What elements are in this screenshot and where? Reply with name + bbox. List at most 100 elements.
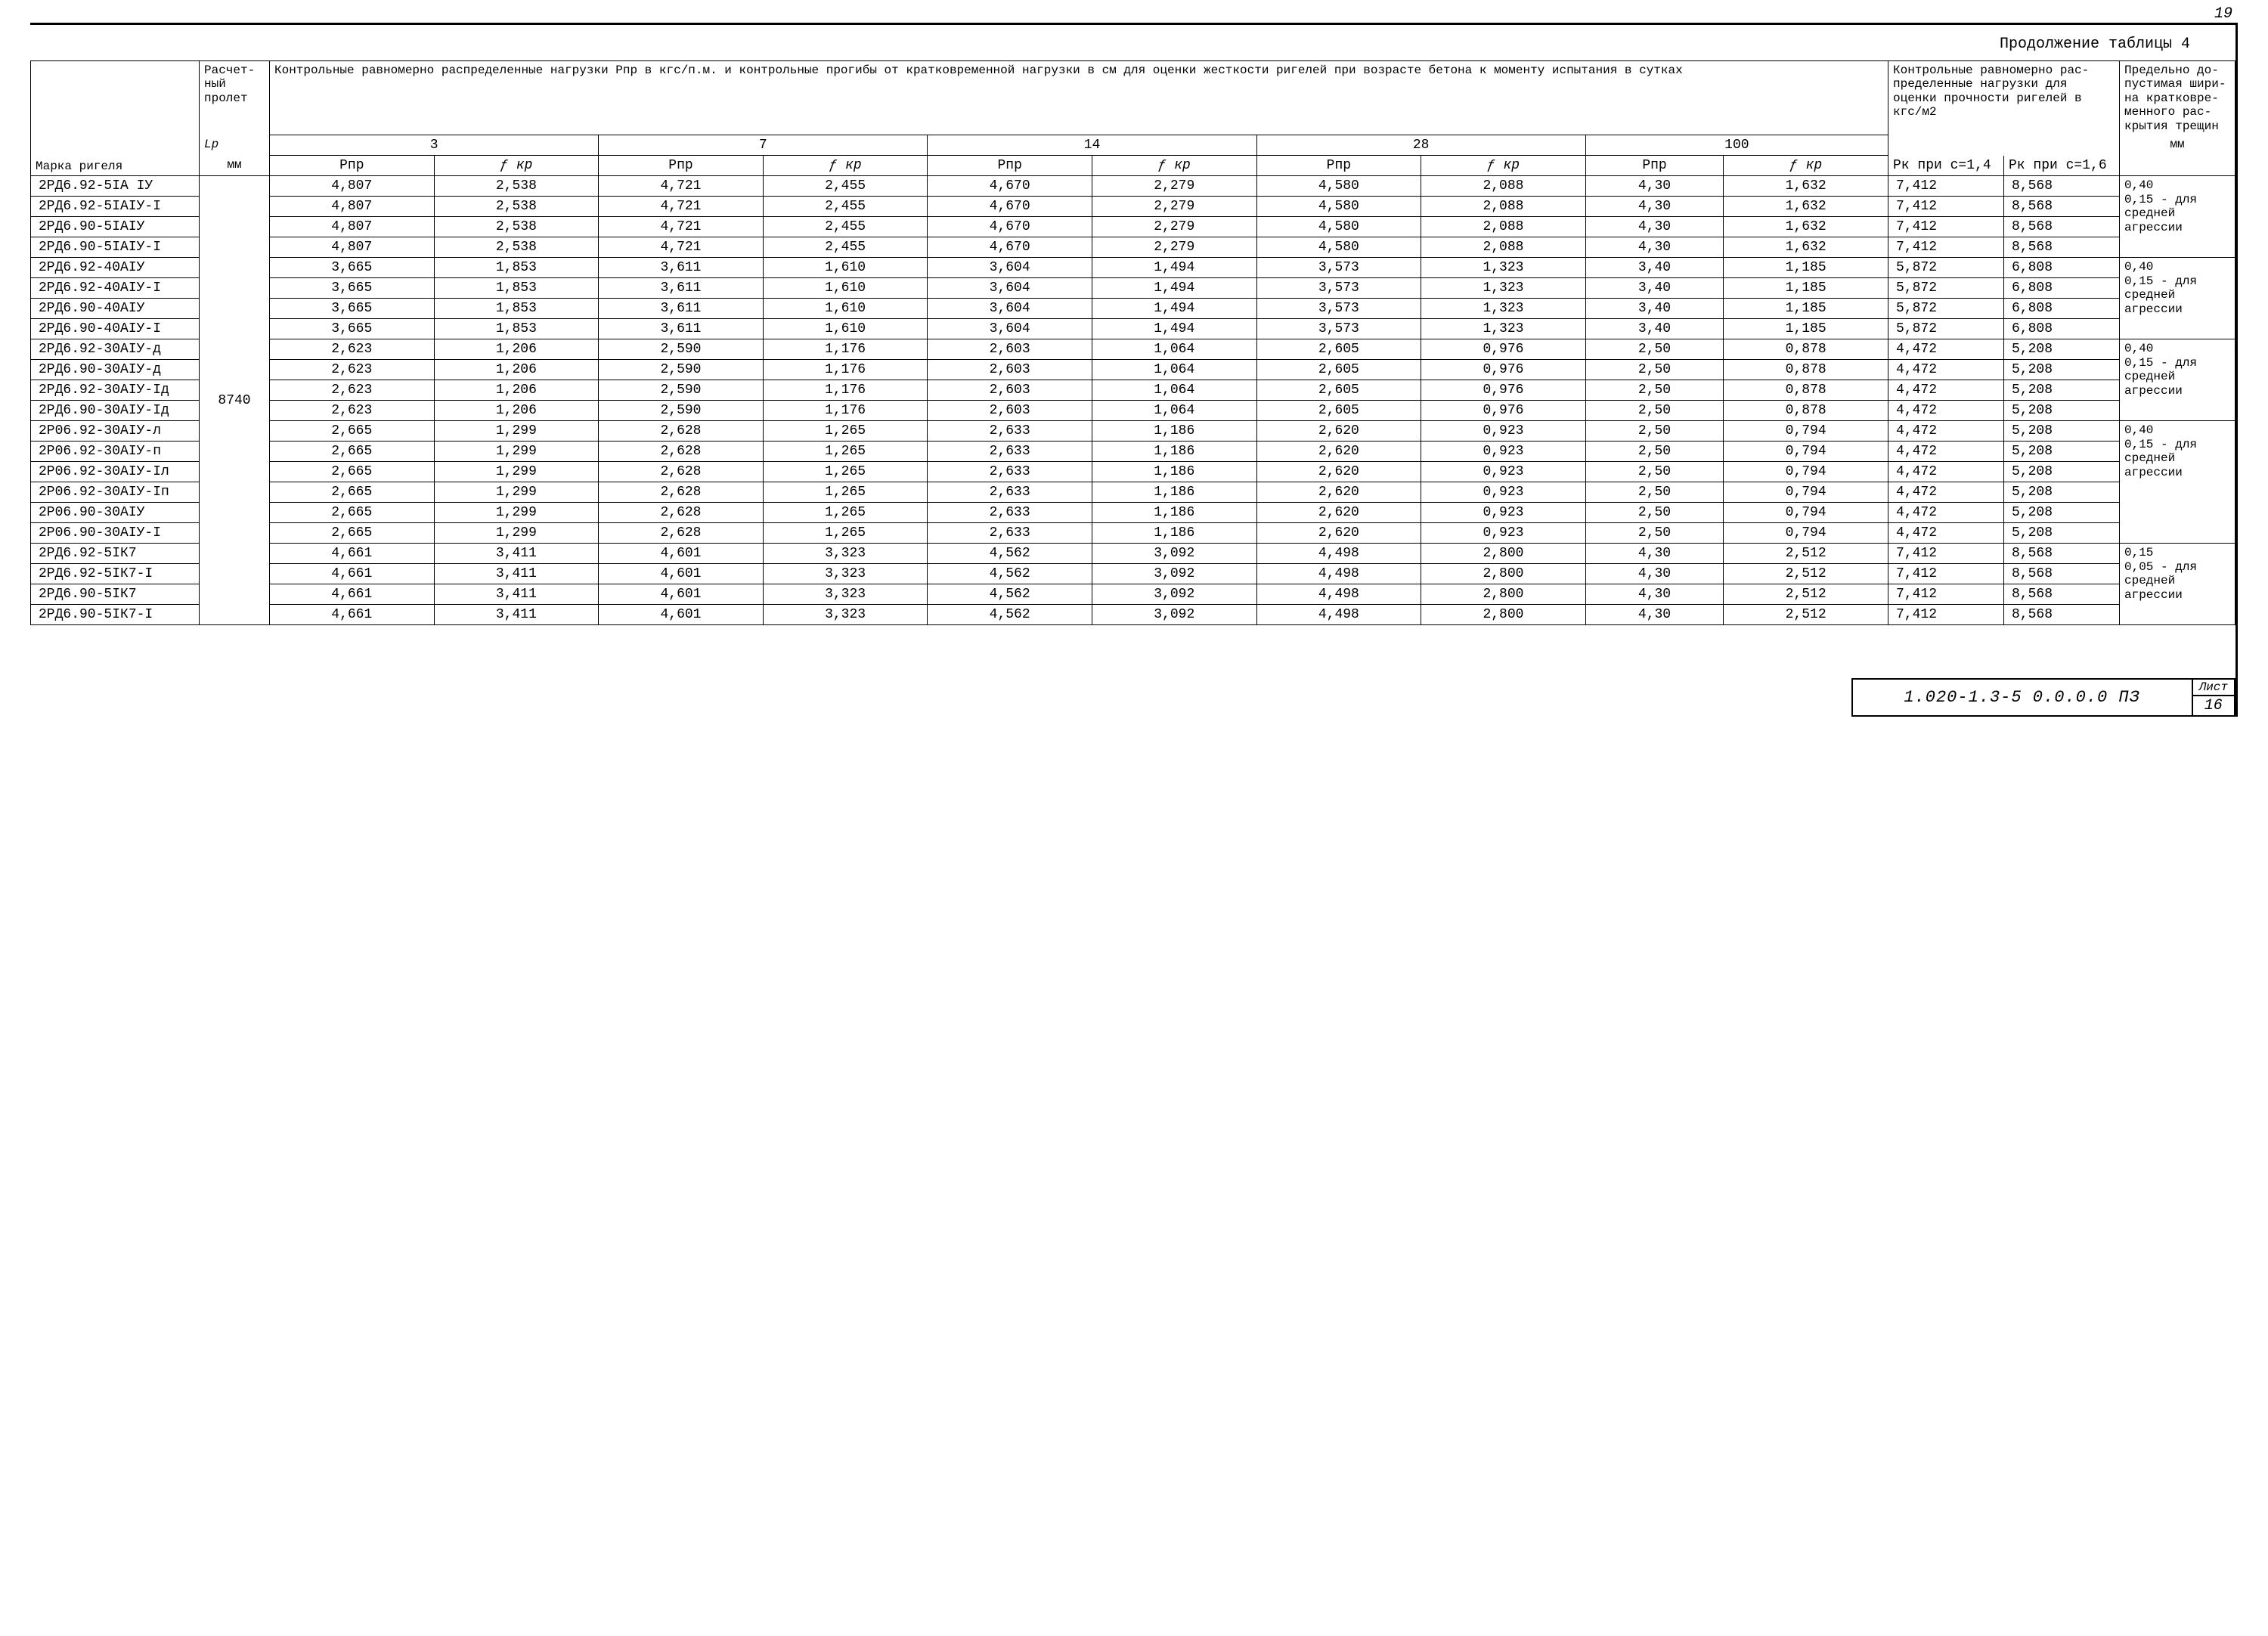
cell-mark: 2Р06.92-30АIУ-Iп — [31, 482, 200, 503]
cell-value: 2,628 — [599, 482, 764, 503]
cell-mark: 2Р06.92-30АIУ-Iл — [31, 462, 200, 482]
footer-doc-code: 1.020-1.3-5 0.0.0.0 ПЗ — [1852, 679, 2192, 716]
cell-value: 4,472 — [1888, 462, 2004, 482]
cell-value: 4,498 — [1256, 544, 1421, 564]
cell-value: 0,794 — [1724, 503, 1888, 523]
cell-value: 4,472 — [1888, 421, 2004, 442]
cell-mark: 2РД6.92-30АIУ-д — [31, 339, 200, 360]
cell-value: 3,604 — [928, 258, 1092, 278]
cell-value: 2,628 — [599, 442, 764, 462]
cell-crack-note: 0,400,15 - для средней агрессии — [2120, 339, 2235, 421]
cell-value: 1,632 — [1724, 176, 1888, 197]
cell-value: 2,665 — [270, 442, 435, 462]
cell-value: 2,50 — [1585, 523, 1724, 544]
cell-value: 7,412 — [1888, 217, 2004, 237]
table-row: 2РД6.90-5IАIУ4,8072,5384,7212,4554,6702,… — [31, 217, 2235, 237]
cell-value: 1,323 — [1421, 258, 1586, 278]
cell-value: 1,186 — [1092, 503, 1256, 523]
cell-value: 4,472 — [1888, 482, 2004, 503]
cell-value: 4,661 — [270, 544, 435, 564]
cell-value: 2,603 — [928, 380, 1092, 401]
cell-value: 2,279 — [1092, 217, 1256, 237]
table-row: 2Р06.92-30АIУ-Iп2,6651,2992,6281,2652,63… — [31, 482, 2235, 503]
h-fkr-3: ƒ кр — [434, 156, 599, 176]
table-row: 2РД6.90-30АIУ-Iд2,6231,2062,5901,1762,60… — [31, 401, 2235, 421]
h-ppr-14: Pпр — [928, 156, 1092, 176]
cell-value: 2,623 — [270, 380, 435, 401]
cell-value: 4,807 — [270, 237, 435, 258]
cell-value: 2,620 — [1256, 462, 1421, 482]
table-row: 2РД6.92-5IА IУ87404,8072,5384,7212,4554,… — [31, 176, 2235, 197]
cell-value: 2,800 — [1421, 605, 1586, 625]
cell-value: 8,568 — [2004, 605, 2120, 625]
cell-value: 4,498 — [1256, 564, 1421, 584]
cell-value: 5,872 — [1888, 258, 2004, 278]
footer-sheet-label: Лист — [2192, 679, 2235, 696]
cell-value: 2,512 — [1724, 605, 1888, 625]
cell-value: 2,620 — [1256, 523, 1421, 544]
table-row: 2Р06.90-30АIУ-I2,6651,2992,6281,2652,633… — [31, 523, 2235, 544]
continuation-title: Продолжение таблицы 4 — [30, 31, 2235, 60]
cell-value: 2,623 — [270, 339, 435, 360]
cell-value: 2,603 — [928, 339, 1092, 360]
cell-value: 2,088 — [1421, 237, 1586, 258]
cell-value: 0,976 — [1421, 360, 1586, 380]
cell-value: 4,580 — [1256, 197, 1421, 217]
cell-value: 1,186 — [1092, 421, 1256, 442]
cell-value: 1,186 — [1092, 462, 1256, 482]
cell-mark: 2РД6.92-5IК7 — [31, 544, 200, 564]
cell-value: 1,176 — [763, 380, 928, 401]
cell-value: 4,562 — [928, 605, 1092, 625]
cell-value: 1,494 — [1092, 299, 1256, 319]
cell-value: 4,30 — [1585, 217, 1724, 237]
cell-mark: 2РД6.92-30АIУ-Iд — [31, 380, 200, 401]
cell-value: 2,620 — [1256, 421, 1421, 442]
cell-value: 2,50 — [1585, 401, 1724, 421]
age-28: 28 — [1256, 135, 1585, 156]
cell-value: 2,088 — [1421, 197, 1586, 217]
cell-value: 0,794 — [1724, 421, 1888, 442]
cell-value: 4,721 — [599, 237, 764, 258]
cell-crack-note: 0,400,15 - для средней агрессии — [2120, 258, 2235, 339]
cell-value: 2,455 — [763, 237, 928, 258]
cell-mark: 2РД6.92-5IАIУ-I — [31, 197, 200, 217]
cell-value: 2,628 — [599, 462, 764, 482]
cell-mark: 2РД6.90-40АIУ-I — [31, 319, 200, 339]
cell-value: 2,088 — [1421, 217, 1586, 237]
cell-value: 2,633 — [928, 482, 1092, 503]
footer: 1.020-1.3-5 0.0.0.0 ПЗ Лист 16 — [30, 678, 2235, 717]
cell-value: 2,50 — [1585, 482, 1724, 503]
cell-value: 0,878 — [1724, 380, 1888, 401]
cell-mark: 2РД6.92-40АIУ — [31, 258, 200, 278]
cell-value: 2,538 — [434, 176, 599, 197]
cell-value: 3,665 — [270, 278, 435, 299]
cell-mark: 2РД6.90-30АIУ-Iд — [31, 401, 200, 421]
cell-value: 0,923 — [1421, 421, 1586, 442]
cell-value: 5,208 — [2004, 442, 2120, 462]
cell-span: 8740 — [200, 176, 270, 625]
cell-value: 5,208 — [2004, 503, 2120, 523]
table-row: 2РД6.92-5IК74,6613,4114,6013,3234,5623,0… — [31, 544, 2235, 564]
cell-value: 4,807 — [270, 217, 435, 237]
cell-value: 3,573 — [1256, 258, 1421, 278]
cell-value: 8,568 — [2004, 237, 2120, 258]
cell-crack-note: 0,400,15 - для средней агрессии — [2120, 421, 2235, 544]
cell-value: 8,568 — [2004, 544, 2120, 564]
cell-value: 4,472 — [1888, 442, 2004, 462]
cell-value: 3,323 — [763, 544, 928, 564]
cell-mark: 2РД6.90-30АIУ-д — [31, 360, 200, 380]
cell-value: 4,807 — [270, 176, 435, 197]
cell-value: 0,923 — [1421, 523, 1586, 544]
cell-mark: 2РД6.92-5IА IУ — [31, 176, 200, 197]
table-row: 2РД6.92-5IК7-I4,6613,4114,6013,3234,5623… — [31, 564, 2235, 584]
cell-mark: 2РД6.90-5IАIУ-I — [31, 237, 200, 258]
cell-value: 2,279 — [1092, 197, 1256, 217]
cell-value: 3,573 — [1256, 278, 1421, 299]
cell-value: 4,580 — [1256, 176, 1421, 197]
cell-value: 3,40 — [1585, 258, 1724, 278]
cell-mark: 2РД6.90-40АIУ — [31, 299, 200, 319]
cell-value: 1,632 — [1724, 197, 1888, 217]
cell-value: 3,40 — [1585, 278, 1724, 299]
cell-value: 1,494 — [1092, 278, 1256, 299]
h-fkr-100: ƒ кр — [1724, 156, 1888, 176]
